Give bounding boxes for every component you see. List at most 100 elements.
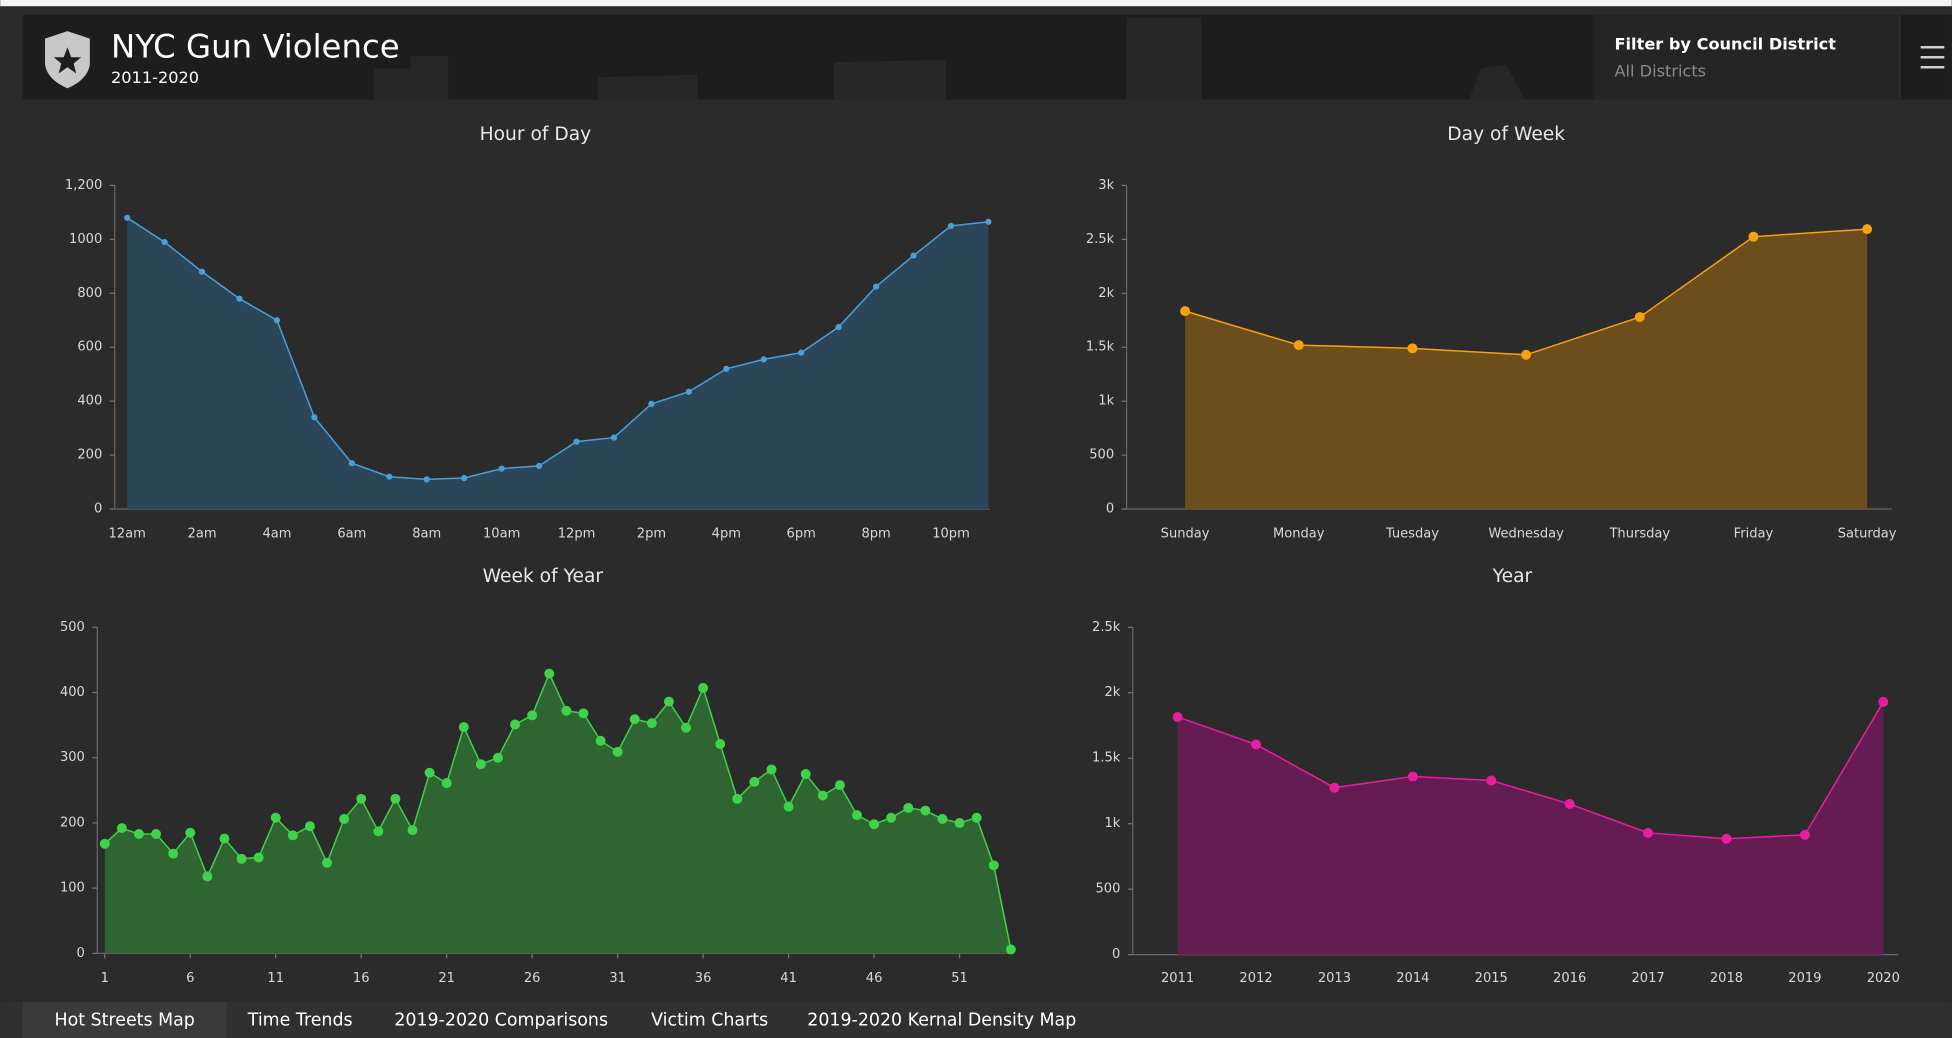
data-point bbox=[1799, 829, 1810, 840]
tab-label[interactable]: Time Trends bbox=[247, 1011, 353, 1031]
data-point bbox=[185, 827, 196, 838]
menu-icon bbox=[1920, 46, 1945, 69]
tab[interactable] bbox=[373, 1001, 629, 1038]
x-tick-label: 12pm bbox=[558, 526, 596, 541]
x-tick-label: Saturday bbox=[1838, 526, 1897, 541]
x-tick-label: Wednesday bbox=[1488, 526, 1564, 541]
x-tick-label: 2019 bbox=[1788, 971, 1821, 986]
y-tick-label: 0 bbox=[1112, 947, 1120, 962]
data-point bbox=[407, 825, 418, 836]
y-tick-label: 2k bbox=[1098, 286, 1114, 301]
y-tick-label: 2.5k bbox=[1086, 232, 1115, 247]
data-point bbox=[510, 719, 521, 730]
data-point bbox=[629, 714, 640, 725]
x-tick-label: 6pm bbox=[787, 526, 816, 541]
data-point bbox=[869, 819, 880, 830]
data-point bbox=[561, 705, 572, 716]
filter-panel[interactable] bbox=[1593, 14, 1899, 100]
data-point bbox=[544, 668, 555, 679]
data-point bbox=[648, 400, 655, 407]
tab-label[interactable]: 2019-2020 Kernal Density Map bbox=[807, 1011, 1076, 1031]
tab-label[interactable]: 2019-2020 Comparisons bbox=[394, 1011, 608, 1031]
data-point bbox=[304, 821, 315, 832]
y-tick-label: 200 bbox=[60, 815, 85, 830]
filter-value[interactable]: All Districts bbox=[1614, 62, 1706, 81]
data-point bbox=[920, 805, 931, 816]
data-point bbox=[732, 793, 743, 804]
data-point bbox=[834, 780, 845, 791]
data-point bbox=[886, 812, 897, 823]
data-point bbox=[461, 474, 468, 482]
area bbox=[127, 217, 989, 510]
y-tick-label: 800 bbox=[77, 286, 102, 301]
data-point bbox=[236, 295, 243, 302]
data-point bbox=[133, 829, 144, 839]
data-point bbox=[646, 718, 657, 729]
chart-title: Day of Week bbox=[1447, 124, 1565, 145]
data-point bbox=[198, 268, 206, 275]
tab[interactable] bbox=[790, 1001, 1093, 1038]
data-point bbox=[573, 438, 580, 445]
area bbox=[104, 673, 1011, 954]
data-point bbox=[253, 852, 264, 863]
data-point bbox=[322, 857, 332, 868]
data-point bbox=[1329, 782, 1340, 793]
data-point bbox=[527, 710, 538, 721]
x-tick-label: 2012 bbox=[1239, 971, 1272, 986]
data-point bbox=[760, 356, 767, 363]
x-tick-label: 1 bbox=[101, 971, 109, 986]
data-point bbox=[386, 473, 393, 480]
tab[interactable] bbox=[22, 1001, 227, 1038]
data-point bbox=[1486, 775, 1497, 786]
data-point bbox=[910, 252, 917, 259]
y-tick-label: 500 bbox=[60, 620, 85, 635]
data-point bbox=[348, 460, 355, 467]
data-point bbox=[872, 283, 880, 290]
x-tick-label: 11 bbox=[267, 971, 284, 986]
tab[interactable] bbox=[226, 1001, 374, 1038]
x-tick-label: 2017 bbox=[1631, 971, 1664, 986]
x-tick-label: 41 bbox=[780, 971, 797, 986]
header-title: NYC Gun Violence bbox=[111, 28, 400, 66]
data-point bbox=[578, 708, 589, 719]
data-point bbox=[219, 833, 230, 844]
y-tick-label: 1k bbox=[1098, 394, 1114, 409]
y-tick-label: 1000 bbox=[69, 232, 102, 247]
y-tick-label: 3k bbox=[1098, 178, 1114, 193]
data-point bbox=[1643, 827, 1654, 838]
data-point bbox=[947, 222, 955, 230]
data-point bbox=[783, 801, 794, 812]
data-point bbox=[202, 871, 213, 882]
data-point bbox=[311, 414, 318, 421]
x-tick-label: Sunday bbox=[1161, 526, 1210, 541]
y-tick-label: 500 bbox=[1089, 448, 1114, 463]
x-tick-label: 2011 bbox=[1161, 971, 1194, 986]
filter-label: Filter by Council District bbox=[1614, 34, 1836, 53]
y-tick-label: 400 bbox=[77, 394, 102, 409]
x-tick-label: 2018 bbox=[1710, 971, 1743, 986]
tab-label[interactable]: Hot Streets Map bbox=[55, 1011, 195, 1031]
x-tick-label: 4am bbox=[262, 526, 291, 541]
data-point bbox=[610, 434, 618, 441]
data-point bbox=[766, 764, 777, 775]
x-tick-label: 2013 bbox=[1318, 971, 1351, 986]
tab[interactable] bbox=[628, 1001, 791, 1038]
x-tick-label: 16 bbox=[353, 971, 370, 986]
data-point bbox=[287, 830, 298, 841]
y-tick-label: 100 bbox=[60, 881, 85, 896]
data-point bbox=[723, 365, 730, 372]
data-point bbox=[236, 853, 247, 864]
data-point bbox=[800, 769, 811, 779]
x-tick-label: 21 bbox=[438, 971, 455, 986]
data-point bbox=[441, 778, 452, 789]
data-point bbox=[1721, 833, 1732, 844]
data-point bbox=[151, 829, 162, 839]
tab-label[interactable]: Victim Charts bbox=[651, 1011, 768, 1031]
y-tick-label: 2k bbox=[1105, 685, 1121, 700]
x-tick-label: 31 bbox=[609, 971, 626, 986]
data-point bbox=[903, 802, 914, 813]
x-tick-label: 6 bbox=[186, 971, 194, 986]
y-tick-label: 0 bbox=[1106, 502, 1114, 517]
header-subtitle: 2011-2020 bbox=[111, 68, 199, 87]
data-point bbox=[1862, 224, 1873, 235]
